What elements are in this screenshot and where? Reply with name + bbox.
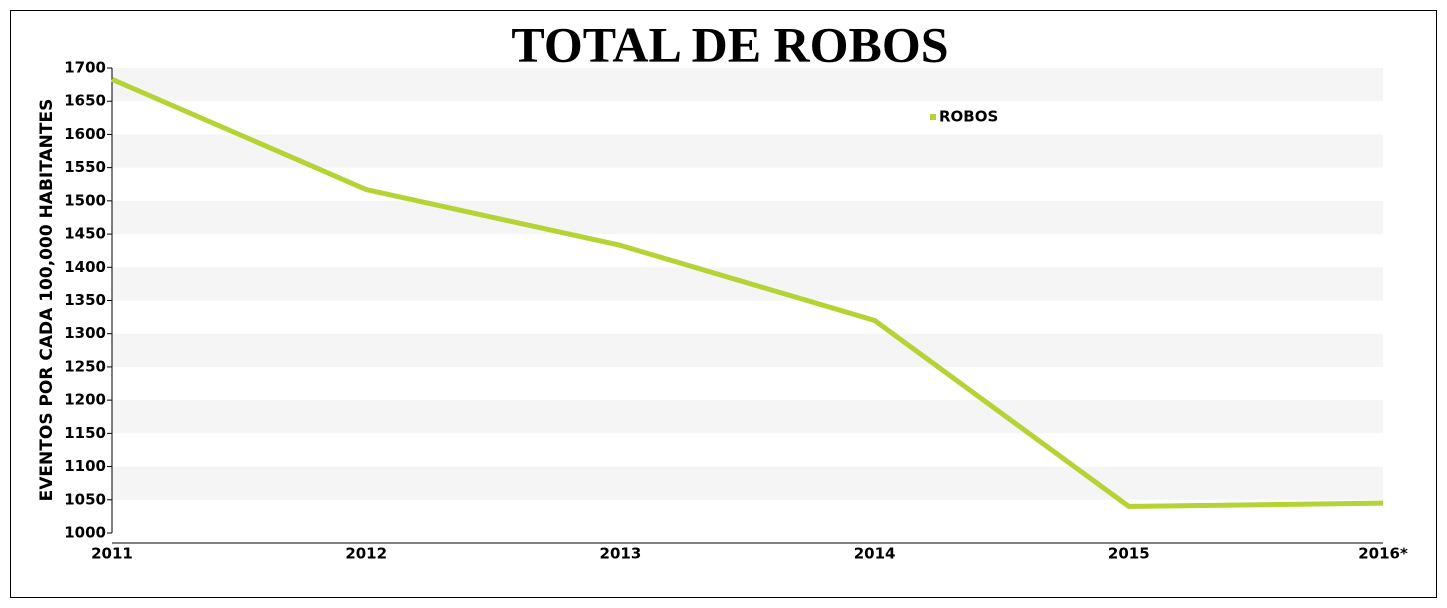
y-tick-label: 1650 <box>64 92 106 110</box>
x-tick-label: 2014 <box>854 545 896 563</box>
y-tick-label: 1250 <box>64 357 106 375</box>
bands <box>112 68 1383 500</box>
grid-band <box>112 68 1383 102</box>
grid-band <box>112 134 1383 168</box>
frame <box>10 10 1437 598</box>
legend-marker <box>930 114 936 120</box>
y-tick-label: 1050 <box>64 490 106 508</box>
y-tick-label: 1450 <box>64 225 106 243</box>
grid-band <box>112 200 1383 235</box>
chart-title: TOTAL DE ROBOS <box>511 16 948 72</box>
line <box>111 76 1384 509</box>
legend-label: ROBOS <box>939 108 998 126</box>
y-tick-label: 1300 <box>64 324 106 342</box>
y-tick-label: 1500 <box>64 191 106 209</box>
y-tick-label: 1550 <box>64 158 106 176</box>
y-tick-label: 1400 <box>64 258 106 276</box>
grid-band <box>112 333 1383 367</box>
grid-band <box>112 466 1383 500</box>
y-tick-label: 1600 <box>64 125 106 143</box>
y-axis-label: EVENTOS POR CADA 100,000 HABITANTES <box>37 99 57 502</box>
y-tick-label: 1100 <box>64 457 106 475</box>
x-tick-label: 2012 <box>345 545 387 563</box>
y-tick-label: 1700 <box>64 59 106 77</box>
x-tick-label: 2011 <box>91 545 133 563</box>
x-tick-label: 2015 <box>1108 545 1150 563</box>
y-tick-label: 1200 <box>64 391 106 409</box>
y-tick-label: 1150 <box>64 424 106 442</box>
x-tick-label: 2016* <box>1358 545 1408 563</box>
y-tick-label: 1000 <box>64 524 106 542</box>
y-tick-label: 1350 <box>64 291 106 309</box>
grid-band <box>112 400 1383 434</box>
x-tick-label: 2013 <box>600 545 642 563</box>
